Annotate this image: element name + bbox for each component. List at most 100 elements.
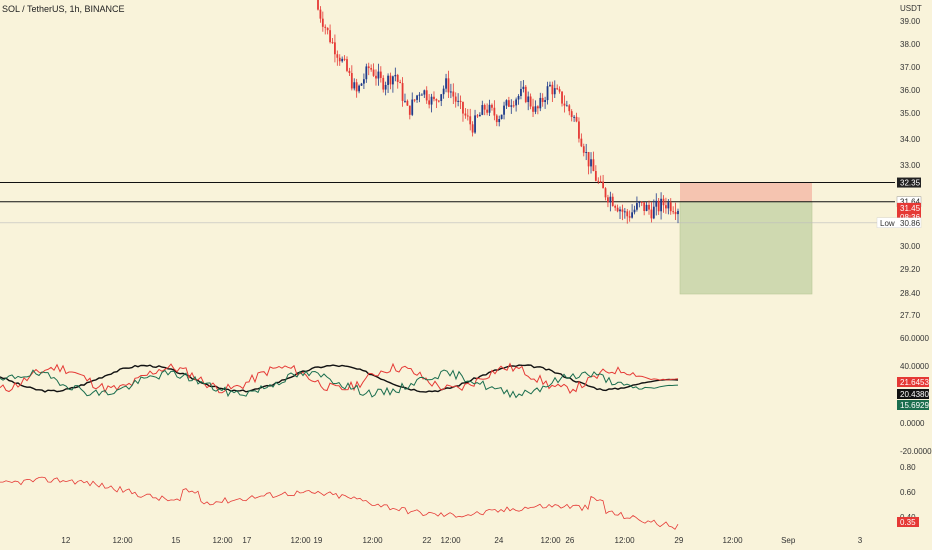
symbol-title[interactable]: SOL / TetherUS, 1h, BINANCE — [2, 4, 125, 14]
candle-body — [631, 212, 633, 218]
candle-body — [645, 204, 648, 211]
candle-body — [582, 146, 585, 153]
indicator-2-tag-text: 0.35 — [900, 518, 916, 527]
price-tick-label: 36.00 — [900, 86, 921, 95]
candle-body — [355, 82, 358, 92]
candle-body — [568, 105, 571, 112]
candle-body — [585, 151, 588, 153]
candle-body — [505, 100, 508, 106]
price-axis[interactable]: 39.00 38.00 37.00 36.00 35.00 34.00 33.00 30.00… — [900, 17, 921, 320]
time-tick-label: 17 — [242, 536, 251, 545]
candle-body — [442, 88, 445, 95]
price-tick-label: 28.40 — [900, 289, 921, 298]
candle-body — [655, 200, 658, 207]
candle-body — [529, 96, 532, 107]
candle-body — [611, 196, 614, 206]
candle-body — [413, 99, 416, 101]
candle-body — [321, 18, 324, 27]
candle-body — [382, 77, 385, 90]
candle-body — [619, 209, 621, 212]
indicator-1-axis[interactable]: 60.0000 40.0000 0.0000 -20.0000 21.6453 20.43… — [897, 334, 932, 456]
candle-body — [539, 97, 542, 109]
candle-body — [478, 114, 481, 117]
candle-body — [578, 121, 580, 139]
candle-body — [573, 116, 576, 118]
candle-body — [561, 91, 563, 104]
time-tick-label: 26 — [565, 536, 574, 545]
candle-body — [379, 71, 382, 78]
candle-body — [510, 105, 513, 107]
candle-body — [338, 57, 341, 62]
candle-body — [532, 106, 534, 112]
candle-body — [363, 79, 365, 84]
candle-body — [602, 181, 605, 189]
price-tick-label: 29.20 — [900, 265, 921, 274]
candle-body — [329, 30, 331, 43]
indicator-1-tag-text: 21.6453 — [900, 378, 929, 387]
candle-body — [652, 206, 655, 219]
candle-body — [636, 203, 638, 210]
candle-body — [445, 78, 447, 89]
candle-body — [541, 97, 544, 102]
candle-body — [469, 116, 472, 125]
candle-body — [640, 201, 643, 203]
indicator-2-axis[interactable]: 0.800.600.400.35 — [897, 463, 919, 527]
candle-body — [457, 100, 460, 102]
candle-body — [447, 78, 450, 93]
candle-body — [527, 96, 530, 103]
indicator-1-tick-label: -20.0000 — [900, 447, 932, 456]
candle-body — [609, 196, 612, 203]
price-tick-label: 27.70 — [900, 311, 921, 320]
indicator-1-tag-text: 15.6929 — [900, 401, 929, 410]
candle-body — [430, 96, 433, 105]
candle-body — [317, 0, 319, 10]
candle-body — [399, 81, 402, 84]
candle-body — [590, 159, 592, 167]
candle-body — [507, 100, 510, 107]
candle-body — [391, 76, 394, 85]
candle-body — [488, 104, 491, 113]
price-tag-bg — [897, 211, 921, 222]
candle-body — [628, 216, 631, 218]
candle-body — [495, 115, 498, 123]
time-axis[interactable]: 12 12:00 15 12:00 17 12:00 19 12:00 22 12:00 24 12:… — [61, 536, 862, 545]
horizontal-levels[interactable] — [0, 182, 895, 224]
candle-body — [348, 70, 351, 74]
candle-body — [464, 113, 467, 116]
time-tick-label: 22 — [422, 536, 431, 545]
candle-body — [662, 198, 665, 206]
candle-body — [633, 209, 636, 213]
candle-body — [553, 88, 556, 95]
candle-body — [491, 104, 493, 108]
candle-body — [549, 84, 551, 87]
candle-body — [524, 86, 527, 103]
indicator-1-tick-label: 40.0000 — [900, 362, 929, 371]
short-position-tool[interactable] — [679, 182, 813, 295]
candle-body — [437, 100, 440, 102]
candle-body — [604, 188, 607, 198]
indicator-1-tag: 15.6929 — [897, 400, 929, 410]
candle-body — [643, 202, 646, 211]
low-label-value: 30.86 — [900, 219, 921, 228]
stop-loss-zone — [680, 182, 812, 202]
candle-body — [466, 115, 469, 117]
candle-body — [672, 211, 675, 213]
candle-body — [350, 73, 353, 89]
candle-body — [440, 94, 443, 102]
indicator-1-tag: 21.6453 — [897, 377, 929, 387]
indicator-1-lines — [0, 362, 679, 399]
candle-body — [503, 105, 505, 115]
time-tick-label: Sep — [781, 536, 796, 545]
candle-body — [396, 74, 399, 82]
candle-body — [520, 88, 522, 97]
candle-body — [372, 69, 375, 76]
candle-body — [341, 58, 344, 62]
candle-body — [626, 211, 629, 217]
candle-body — [365, 66, 368, 80]
price-tag-text: 08:36 — [900, 213, 921, 222]
candle-body — [660, 198, 662, 212]
price-tick-label: 38.00 — [900, 40, 921, 49]
time-tick-label: 12:00 — [615, 536, 636, 545]
candle-body — [556, 88, 559, 90]
